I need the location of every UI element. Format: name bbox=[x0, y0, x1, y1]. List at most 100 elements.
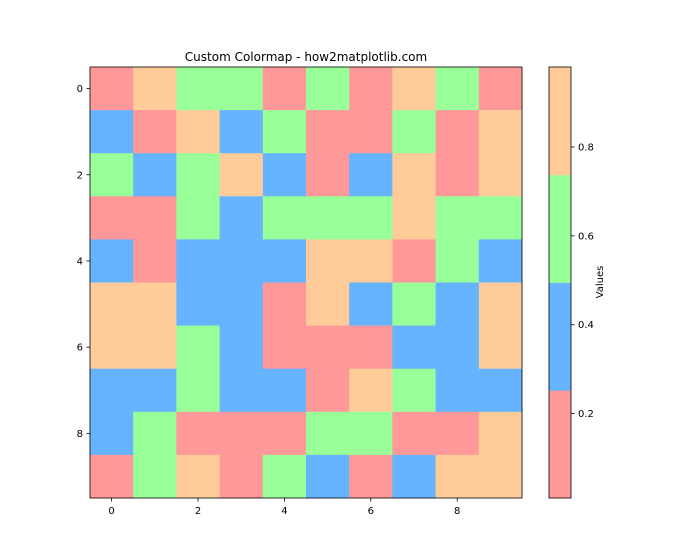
colorbar-band-red bbox=[549, 390, 571, 499]
heatmap-cell-r8-c0 bbox=[90, 411, 134, 456]
colorbar-tick-label-2: 0.6 bbox=[578, 231, 594, 242]
heatmap-cell-r3-c5 bbox=[306, 196, 350, 240]
heatmap-cell-r4-c6 bbox=[349, 239, 393, 283]
heatmap-cell-r0-c9 bbox=[478, 67, 523, 111]
heatmap-cell-r6-c8 bbox=[435, 325, 480, 370]
colorbar-tick-label-1: 0.4 bbox=[578, 320, 594, 331]
heatmap-cell-r0-c7 bbox=[392, 67, 436, 111]
heatmap-cell-r1-c9 bbox=[478, 110, 523, 154]
heatmap-cell-r3-c0 bbox=[90, 196, 134, 240]
colorbar-label: Values bbox=[595, 266, 606, 299]
heatmap-cell-r7-c7 bbox=[392, 368, 436, 413]
heatmap-cell-r9-c0 bbox=[90, 454, 134, 499]
heatmap-cell-r9-c7 bbox=[392, 454, 436, 499]
heatmap-cell-r5-c4 bbox=[262, 282, 307, 326]
x-tick-label-0: 0 bbox=[108, 506, 114, 517]
x-tick-label-8: 8 bbox=[454, 506, 460, 517]
heatmap-cell-r3-c6 bbox=[349, 196, 393, 240]
heatmap-cell-r9-c5 bbox=[306, 454, 350, 499]
heatmap-cell-r7-c3 bbox=[219, 368, 264, 413]
heatmap-cell-r9-c1 bbox=[133, 454, 177, 499]
heatmap-cell-r4-c7 bbox=[392, 239, 436, 283]
heatmap-cell-r7-c4 bbox=[262, 368, 307, 413]
heatmap-cell-r6-c0 bbox=[90, 325, 134, 370]
heatmap-cell-r8-c8 bbox=[435, 411, 480, 456]
heatmap-cell-r2-c0 bbox=[90, 153, 134, 197]
heatmap-cell-r8-c2 bbox=[176, 411, 220, 456]
heatmap-cell-r0-c8 bbox=[435, 67, 480, 111]
heatmap-cell-r1-c4 bbox=[262, 110, 307, 154]
heatmap-cell-r2-c6 bbox=[349, 153, 393, 197]
colorbar-tick-label-3: 0.8 bbox=[578, 142, 594, 153]
heatmap-cell-r4-c1 bbox=[133, 239, 177, 283]
heatmap-cell-r6-c2 bbox=[176, 325, 220, 370]
heatmap-cell-r9-c9 bbox=[478, 454, 523, 499]
heatmap-cell-r2-c5 bbox=[306, 153, 350, 197]
heatmap-cells bbox=[90, 67, 523, 499]
heatmap-cell-r7-c0 bbox=[90, 368, 134, 413]
heatmap-cell-r4-c5 bbox=[306, 239, 350, 283]
heatmap-cell-r3-c7 bbox=[392, 196, 436, 240]
heatmap-cell-r1-c2 bbox=[176, 110, 220, 154]
x-axis: 0 2 4 6 8 bbox=[108, 498, 460, 517]
heatmap-cell-r0-c5 bbox=[306, 67, 350, 111]
heatmap-cell-r6-c5 bbox=[306, 325, 350, 370]
heatmap-cell-r6-c3 bbox=[219, 325, 264, 370]
heatmap-cell-r3-c2 bbox=[176, 196, 220, 240]
heatmap-cell-r5-c7 bbox=[392, 282, 436, 326]
heatmap-cell-r0-c0 bbox=[90, 67, 134, 111]
colorbar-tick-label-0: 0.2 bbox=[578, 409, 594, 420]
heatmap-cell-r4-c9 bbox=[478, 239, 523, 283]
heatmap-cell-r7-c1 bbox=[133, 368, 177, 413]
heatmap-cell-r2-c2 bbox=[176, 153, 220, 197]
heatmap-cell-r1-c3 bbox=[219, 110, 264, 154]
heatmap-cell-r8-c5 bbox=[306, 411, 350, 456]
heatmap-cell-r7-c8 bbox=[435, 368, 480, 413]
heatmap-cell-r7-c5 bbox=[306, 368, 350, 413]
chart-title: Custom Colormap - how2matplotlib.com bbox=[185, 50, 427, 64]
y-axis: 0 2 4 6 8 bbox=[77, 84, 90, 440]
heatmap-cell-r8-c1 bbox=[133, 411, 177, 456]
heatmap-cell-r4-c4 bbox=[262, 239, 307, 283]
colorbar-band-blue bbox=[549, 282, 571, 391]
heatmap-cell-r3-c8 bbox=[435, 196, 480, 240]
plot-frame bbox=[89, 66, 523, 499]
heatmap-cell-r4-c8 bbox=[435, 239, 480, 283]
heatmap-cell-r1-c0 bbox=[90, 110, 134, 154]
heatmap-cell-r4-c0 bbox=[90, 239, 134, 283]
heatmap-cell-r6-c6 bbox=[349, 325, 393, 370]
heatmap-cell-r6-c4 bbox=[262, 325, 307, 370]
heatmap-cell-r9-c3 bbox=[219, 454, 264, 499]
heatmap-cell-r1-c8 bbox=[435, 110, 480, 154]
heatmap-cell-r8-c9 bbox=[478, 411, 523, 456]
y-tick-label-2: 2 bbox=[77, 170, 83, 181]
heatmap-cell-r1-c5 bbox=[306, 110, 350, 154]
heatmap-cell-r8-c3 bbox=[219, 411, 264, 456]
heatmap-cell-r8-c7 bbox=[392, 411, 436, 456]
y-tick-label-4: 4 bbox=[77, 256, 83, 267]
heatmap-cell-r3-c1 bbox=[133, 196, 177, 240]
x-tick-label-4: 4 bbox=[281, 506, 287, 517]
heatmap-cell-r1-c7 bbox=[392, 110, 436, 154]
heatmap-cell-r2-c7 bbox=[392, 153, 436, 197]
heatmap-cell-r9-c6 bbox=[349, 454, 393, 499]
heatmap-cell-r3-c4 bbox=[262, 196, 307, 240]
heatmap-cell-r5-c9 bbox=[478, 282, 523, 326]
heatmap-cell-r4-c3 bbox=[219, 239, 264, 283]
heatmap-cell-r1-c6 bbox=[349, 110, 393, 154]
heatmap-cell-r0-c2 bbox=[176, 67, 220, 111]
y-tick-label-6: 6 bbox=[77, 343, 83, 354]
heatmap-cell-r5-c0 bbox=[90, 282, 134, 326]
heatmap-cell-r5-c1 bbox=[133, 282, 177, 326]
heatmap-cell-r7-c2 bbox=[176, 368, 220, 413]
colorbar-band-orange bbox=[549, 67, 571, 176]
heatmap-cell-r3-c9 bbox=[478, 196, 523, 240]
x-tick-label-2: 2 bbox=[195, 506, 201, 517]
heatmap-cell-r2-c3 bbox=[219, 153, 264, 197]
heatmap-cell-r5-c3 bbox=[219, 282, 264, 326]
colorbar-band-green bbox=[549, 174, 571, 283]
heatmap-cell-r7-c9 bbox=[478, 368, 523, 413]
y-tick-label-8: 8 bbox=[77, 429, 83, 440]
heatmap-cell-r4-c2 bbox=[176, 239, 220, 283]
